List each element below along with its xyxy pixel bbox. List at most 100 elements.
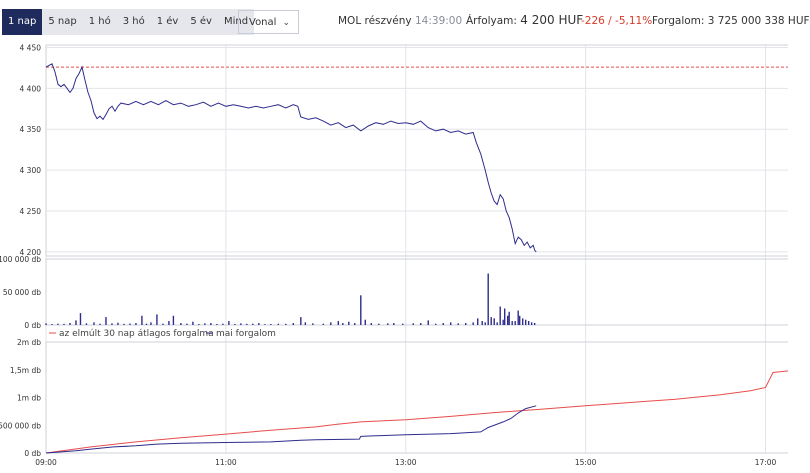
volume-bar-31 xyxy=(228,321,230,325)
volume-bar-87 xyxy=(533,323,536,325)
y-tick-label: 4 300 xyxy=(20,166,42,175)
chart-type-select[interactable]: Vonal ⌄ xyxy=(238,10,299,34)
volume-bar-3 xyxy=(63,323,65,325)
volume-bar-59 xyxy=(420,323,422,325)
volume-bar-16 xyxy=(141,315,143,325)
volume-bar-7 xyxy=(85,323,88,325)
volume-bar-28 xyxy=(210,323,212,325)
toolbar: 1 nap 5 nap 1 hó 3 hó 1 év 5 év Mind Von… xyxy=(0,0,810,44)
volume-bar-39 xyxy=(277,323,280,325)
volume-bar-21 xyxy=(168,321,170,325)
volume-bar-50 xyxy=(354,323,356,325)
price-change: -226 / -5,11% xyxy=(581,15,653,27)
volume-bar-26 xyxy=(198,324,200,325)
volume-bar-22 xyxy=(172,315,175,325)
volume-bar-85 xyxy=(527,321,530,325)
volume-bar-29 xyxy=(216,324,218,325)
volume-bar-78 xyxy=(508,311,510,325)
x-tick-label-1: 11:00 xyxy=(215,458,237,467)
volume-bar-35 xyxy=(252,323,254,325)
quote-time: 14:39:00 xyxy=(415,15,463,27)
price-value: 4 200 HUF xyxy=(520,13,584,27)
tab-5-years[interactable]: 5 év xyxy=(190,16,212,27)
volume-bar-69 xyxy=(484,322,486,325)
volume-bar-40 xyxy=(285,323,287,325)
volume-bar-30 xyxy=(222,323,224,325)
y-tick-label: 1,5m db xyxy=(10,366,41,375)
y-tick-label: 2m db xyxy=(17,338,41,347)
volume-bar-76 xyxy=(503,308,506,325)
tab-3-months[interactable]: 3 hó xyxy=(122,16,145,27)
volume-bar-23 xyxy=(180,323,182,325)
volume-bar-20 xyxy=(162,323,164,325)
volume-bar-82 xyxy=(518,315,521,325)
volume-bar-14 xyxy=(129,323,131,325)
tab-1-year[interactable]: 1 év xyxy=(156,16,179,27)
volume-bar-27 xyxy=(204,323,206,325)
volume-bar-9 xyxy=(99,323,101,325)
tab-all[interactable]: Mind xyxy=(223,16,249,27)
volume-bar-72 xyxy=(493,318,495,325)
volume-bar-66 xyxy=(472,322,474,325)
legend-label-today: mai forgalom xyxy=(216,329,276,339)
volume-bar-17 xyxy=(145,323,148,325)
price-label: Árfolyam: xyxy=(466,15,517,27)
tab-1-day[interactable]: 1 nap xyxy=(2,9,43,35)
volume-bar-74 xyxy=(499,306,501,325)
volume-bar-83 xyxy=(521,318,524,325)
volume-bar-43 xyxy=(304,322,307,325)
volume-bar-5 xyxy=(75,320,77,325)
volume-bar-80 xyxy=(514,321,516,325)
volume-bar-58 xyxy=(412,323,414,325)
period-tabs: 1 nap 5 nap 1 hó 3 hó 1 év 5 év Mind xyxy=(2,9,255,35)
volume-bar-65 xyxy=(465,323,467,325)
volume-bar-6 xyxy=(79,313,82,325)
tab-1-month[interactable]: 1 hó xyxy=(88,16,111,27)
volume-bar-24 xyxy=(186,323,188,325)
volume-bar-47 xyxy=(337,321,340,325)
volume-bar-60 xyxy=(427,320,429,325)
volume-bar-53 xyxy=(370,323,372,325)
volume-bar-63 xyxy=(450,322,452,325)
volume-bar-86 xyxy=(530,322,533,325)
y-tick-label: 50 000 db xyxy=(3,288,41,297)
volume-bar-0 xyxy=(45,323,47,325)
volume-bar-48 xyxy=(342,323,344,325)
chart-grid xyxy=(45,45,767,453)
volume-bar-84 xyxy=(524,319,527,325)
chevron-down-icon: ⌄ xyxy=(282,18,290,28)
volume-bar-42 xyxy=(300,317,302,325)
volume-bar-8 xyxy=(93,322,95,325)
volume-bar-36 xyxy=(258,323,260,325)
volume-bar-61 xyxy=(435,323,437,325)
x-tick-label-3: 15:00 xyxy=(575,458,597,467)
volume-bar-13 xyxy=(123,323,125,325)
volume-bar-12 xyxy=(117,322,119,325)
volume-bar-75 xyxy=(502,319,504,325)
price-block: Árfolyam: 4 200 HUF xyxy=(466,13,583,27)
volume-bar-10 xyxy=(105,317,107,325)
legend-label-average: az elmúlt 30 nap átlagos forgalma xyxy=(59,329,214,339)
price-panel: 4 450 4 400 4 350 4 300 4 250 4 200 xyxy=(20,43,788,257)
y-tick-label: 1m db xyxy=(17,394,41,403)
volume-bar-2 xyxy=(57,323,59,325)
turnover: Forgalom: 3 725 000 338 HUF xyxy=(652,15,810,27)
volume-bar-11 xyxy=(111,323,113,325)
y-tick-label: 4 450 xyxy=(20,43,42,52)
volume-bar-32 xyxy=(234,324,236,325)
volume-bar-77 xyxy=(506,315,509,325)
volume-bar-70 xyxy=(487,273,489,325)
volume-bar-67 xyxy=(477,318,479,325)
chart-type-value: Vonal xyxy=(249,17,277,28)
volume-bar-56 xyxy=(393,323,395,325)
tab-5-days[interactable]: 5 nap xyxy=(48,16,77,27)
x-tick-label-2: 13:00 xyxy=(395,458,417,467)
y-tick-label: 4 250 xyxy=(20,207,42,216)
volume-bar-64 xyxy=(457,323,459,325)
volume-bar-54 xyxy=(378,323,380,325)
y-tick-label: 100 000 db xyxy=(0,255,41,264)
volume-bar-38 xyxy=(270,324,272,325)
volume-bar-18 xyxy=(150,322,152,325)
